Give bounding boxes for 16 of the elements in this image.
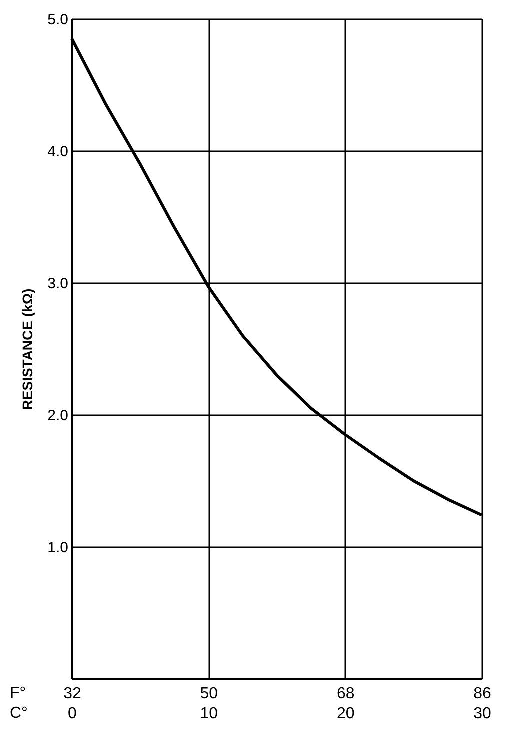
y-tick-label: 2.0 [48,408,68,424]
y-tick-label: 1.0 [48,540,68,556]
text: F° [10,685,26,702]
x2-tick-label: 68 [336,686,355,702]
x2-tick-label: 32 [64,686,82,702]
text: C° [10,705,28,722]
x2-tick-label: 50 [200,686,218,702]
x-tick-label: 30 [474,706,492,722]
x-tick-label: 20 [336,706,355,722]
y-tick-label: 5.0 [48,12,68,28]
y-tick-label: 4.0 [48,144,68,160]
x-tick-label: 0 [68,706,78,722]
y-tick-label: 3.0 [48,276,68,292]
y-axis-title: RESISTANCE (kΩ) [20,288,36,410]
x2-tick-label: 86 [474,686,492,702]
x-tick-label: 10 [200,706,218,722]
